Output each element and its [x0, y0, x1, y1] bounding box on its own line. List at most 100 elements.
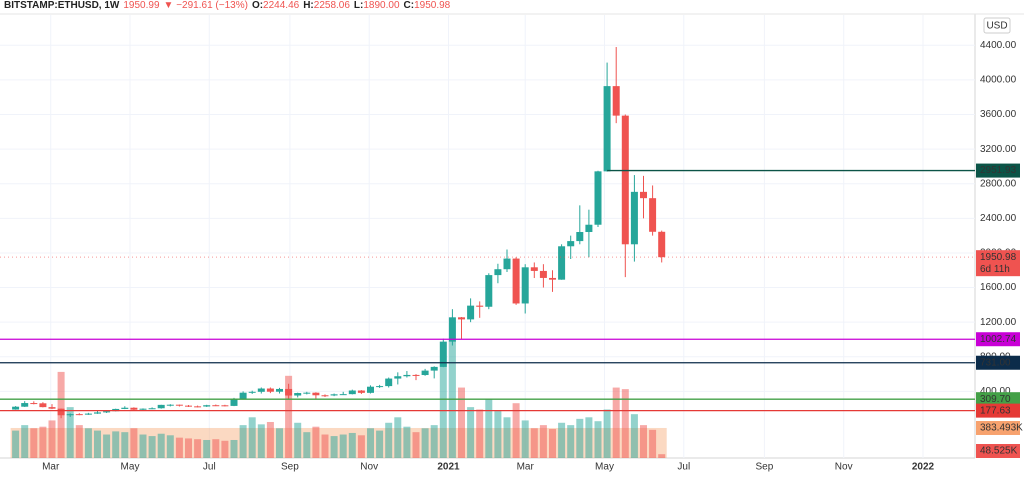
volume-bar	[594, 421, 602, 458]
level-label-box	[976, 403, 1020, 418]
y-tick-label: 400.00	[980, 386, 1011, 397]
candle-body	[221, 405, 229, 407]
price: 1950.99	[123, 0, 160, 11]
volume-bar	[612, 387, 620, 458]
volume-bar	[385, 422, 393, 458]
candle-body	[594, 171, 602, 225]
x-tick-label: Mar	[42, 462, 60, 473]
volume-ma-box	[976, 420, 1020, 435]
volume-bar	[194, 439, 202, 458]
x-tick-label: Nov	[360, 462, 378, 473]
candle-body	[585, 224, 593, 233]
volume-ma-label: 383.493K	[980, 423, 1023, 434]
volume-bar	[75, 425, 83, 458]
x-tick-label: Jul	[203, 462, 216, 473]
candle-body	[567, 241, 575, 247]
candle-body	[257, 388, 265, 392]
volume-bar	[603, 409, 611, 458]
candle-body	[321, 395, 329, 397]
countdown: 6d 11h	[980, 264, 1010, 275]
candle-body	[57, 408, 65, 416]
volume-bar	[494, 411, 502, 458]
volume-bar	[94, 430, 101, 458]
volume-bar	[285, 375, 293, 458]
volume-bar	[521, 420, 529, 458]
candle-body	[603, 86, 611, 172]
volume-bar	[230, 439, 238, 458]
volume-bar	[212, 439, 220, 458]
volume-bar	[503, 417, 511, 458]
y-tick-label: 2800.00	[980, 178, 1017, 189]
x-tick-label: May	[595, 462, 614, 473]
candle-body	[239, 392, 247, 400]
y-tick-label: 3200.00	[980, 144, 1017, 155]
volume-bar	[112, 431, 120, 458]
candle-body	[385, 378, 393, 387]
candle-body	[376, 386, 384, 388]
last-price-label: 1950.98	[980, 252, 1017, 263]
level-label-box	[976, 163, 1020, 178]
volume-bar	[394, 417, 402, 458]
volume-bar	[30, 428, 38, 458]
volume-bar	[312, 426, 320, 458]
y-tick-label: 4000.00	[980, 75, 1017, 86]
candle-body	[439, 341, 447, 367]
candle-body	[12, 406, 20, 410]
candle-body	[421, 370, 429, 376]
candle-body	[75, 414, 83, 416]
volume-bar	[467, 407, 475, 458]
y-tick-label: 1200.00	[980, 317, 1017, 328]
level-label: 1002.74	[980, 334, 1017, 345]
candle-body	[558, 246, 566, 280]
volume-bar	[84, 428, 92, 458]
volume-bar	[640, 425, 647, 458]
volume-bar	[485, 398, 493, 458]
volume-bar	[367, 428, 374, 458]
candle-body	[139, 408, 147, 410]
candle-body	[94, 412, 101, 414]
candle-body	[658, 231, 666, 258]
candle-body	[303, 392, 311, 394]
candle-body	[248, 391, 256, 393]
level-label-box	[976, 332, 1020, 347]
candle-body	[357, 390, 365, 393]
volume-bar	[339, 434, 347, 458]
volume-bar	[175, 437, 183, 458]
last-volume-label: 48.525K	[980, 446, 1018, 457]
ohlc-value: 1890.00	[363, 0, 400, 11]
volume-bar	[512, 403, 520, 458]
candle-body	[194, 406, 202, 408]
candle-body	[576, 232, 584, 242]
volume-bar	[248, 417, 256, 458]
change: ▼ −291.61 (−13%)	[164, 0, 248, 11]
candle-body	[166, 404, 174, 406]
y-tick-label: 3600.00	[980, 109, 1017, 120]
volume-bar	[539, 425, 547, 458]
candle-body	[394, 376, 402, 379]
candle-body	[367, 386, 374, 393]
level-label: 2951.93	[980, 165, 1017, 176]
candle-body	[430, 366, 438, 371]
volume-bar	[303, 432, 311, 458]
x-tick-label: Sep	[756, 462, 774, 473]
volume-bar	[658, 454, 666, 458]
ohlc-name: C:	[404, 0, 415, 11]
candle-body	[203, 405, 211, 407]
candle-body	[39, 403, 47, 408]
x-tick-label: 2022	[912, 462, 935, 473]
candle-body	[640, 191, 647, 199]
candle-body	[539, 270, 547, 278]
volume-bar	[630, 414, 638, 458]
candle-body	[84, 413, 92, 415]
volume-bar	[621, 389, 629, 458]
last-price-box	[976, 250, 1020, 277]
last-volume-box	[976, 444, 1020, 458]
candle-body	[485, 275, 493, 307]
y-tick-label: 4400.00	[980, 40, 1017, 51]
volume-bar	[166, 435, 174, 458]
volume-bar	[185, 438, 192, 458]
candle-body	[185, 405, 192, 407]
volume-bar	[103, 434, 111, 458]
header: BITSTAMP:ETHUSD, 1W 1950.99 ▼ −291.61 (−13…	[4, 0, 451, 11]
